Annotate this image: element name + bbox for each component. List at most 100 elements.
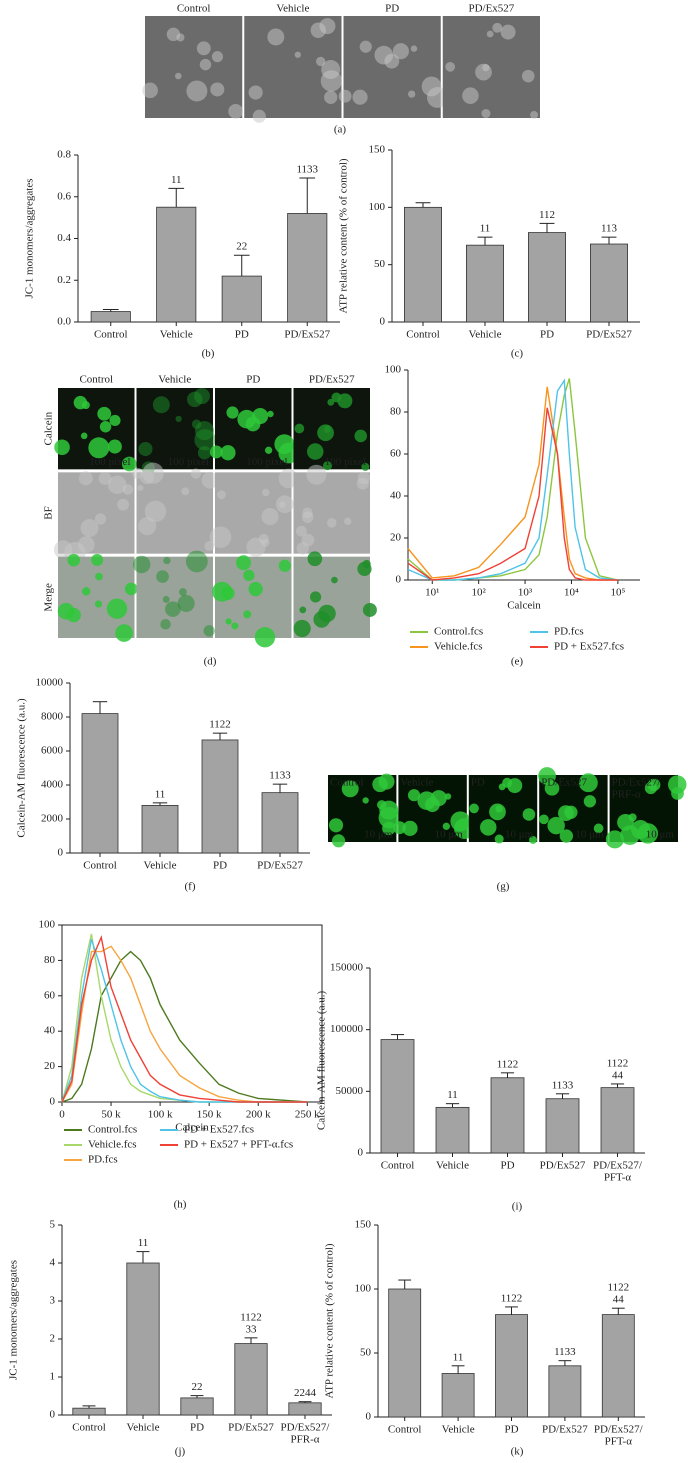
image-texture [306,464,327,485]
image-texture [294,423,305,434]
image-texture [160,618,171,630]
image-texture [481,108,491,118]
legend-label: Vehicle.fcs [434,641,483,653]
image-texture [190,468,202,479]
y-tick-label: 80 [44,954,56,966]
annotation: 11 [155,788,166,800]
column-label: Vehicle [158,374,191,386]
y-tick-label: 8000 [41,711,64,723]
x-tick-label: 50 k [101,1109,121,1121]
image-texture [430,790,447,807]
image-texture [299,606,307,614]
x-tick-label: Control [94,329,128,341]
image-texture [261,508,279,526]
series-line [407,407,618,581]
image-texture [80,432,88,440]
bar [180,1397,214,1416]
annotation: 1122 [240,1311,262,1323]
y-tick-label: 10000 [36,677,64,689]
image-texture [530,110,539,119]
image-texture [278,559,291,572]
x-tick-label: 10⁴ [564,587,579,599]
image-texture [301,511,314,524]
bar [288,1402,322,1416]
image-texture [274,434,295,455]
y-tick-label: 6000 [41,745,64,757]
y-tick-label: 40 [44,1025,56,1037]
image-texture [106,598,128,619]
image-texture [254,627,276,648]
annotation: 1122 [497,1058,519,1070]
panel-label: (g) [497,881,510,893]
x-tick-label: Control [388,1424,422,1436]
image-texture [236,555,251,571]
annotation: 22 [236,241,247,253]
image-texture [362,602,377,617]
image-texture [221,586,235,600]
x-tick-label: 10² [472,587,487,599]
x-tick-label: Vehicle [127,1422,160,1434]
image-texture [301,533,315,547]
image-texture [97,406,112,421]
y-tick-label: 100 [355,1283,372,1295]
y-tick-label: 0.0 [57,316,71,328]
legend-label: PD + Ex527.fcs [554,641,624,653]
panel-label: (d) [204,656,217,668]
image-texture [231,622,239,630]
image-texture [248,85,263,100]
image-texture [479,819,497,836]
image-texture [95,572,103,581]
legend-label: Control.fcs [88,1124,137,1136]
panel-label: (b) [202,348,215,360]
image-texture [177,594,195,612]
column-label: PD/Ex527 [309,374,355,386]
image-texture [220,445,236,461]
image-texture [293,619,311,638]
bar [548,1365,582,1418]
y-tick-label: 0 [366,1411,372,1423]
annotation: 11 [480,223,491,235]
x-tick-label: Vehicle [160,329,193,341]
image-texture [267,28,285,46]
annotation: 11 [138,1237,149,1249]
x-tick-label: PFR-α [291,1434,320,1446]
image-texture [374,45,394,65]
image-texture [98,471,112,485]
image-texture [421,76,442,97]
image-texture [175,72,182,80]
image-texture [307,443,324,460]
annotation: 44 [613,1294,625,1306]
image-texture [278,468,299,489]
image-texture [410,45,418,52]
x-tick-label: 10³ [518,587,533,599]
y-axis-label: JC-1 monomers/aggregates [8,1260,20,1380]
image-texture [327,398,335,406]
annotation: 22 [192,1381,203,1393]
bar [490,1077,525,1154]
image-texture [494,834,504,844]
y-tick-label: 0 [380,316,386,328]
bar [465,244,504,323]
image-texture [99,421,112,433]
image-texture [91,553,104,566]
y-tick-label: 150 [369,144,386,156]
image-texture [194,429,216,451]
panel-label: (j) [175,1446,186,1458]
annotation: 11 [447,1089,458,1101]
bar [545,1098,580,1154]
column-label: Control [79,374,113,386]
series-line [61,945,308,1103]
image-texture [181,487,190,496]
x-tick-label: Vehicle [436,1160,469,1172]
image-texture [185,550,208,573]
image-texture [450,811,471,832]
y-axis-label: ATP relative content (% of control) [324,1243,336,1398]
image-texture [210,82,225,97]
image-texture [237,409,257,429]
bar [72,1407,106,1416]
image-texture [252,408,269,425]
image-texture [191,419,202,429]
row-label: Calcein [43,411,55,445]
series-line [407,378,618,581]
x-tick-label: Control [83,860,117,872]
